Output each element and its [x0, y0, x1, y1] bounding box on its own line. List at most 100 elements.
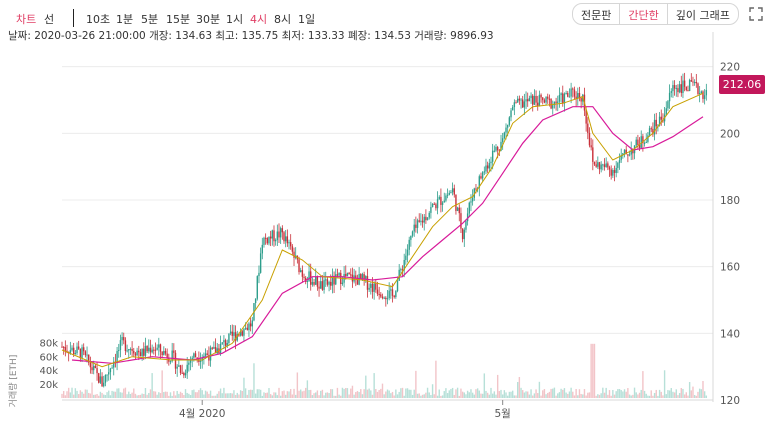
volume-bar	[209, 390, 212, 398]
volume-bar	[124, 387, 127, 398]
candle-body	[411, 231, 414, 236]
interval-1m[interactable]: 1분	[116, 13, 134, 26]
candle-body	[363, 274, 365, 279]
view-mode-depth[interactable]: 깊이 그래프	[675, 9, 730, 22]
high-label: 최고:	[215, 30, 239, 42]
interval-15m[interactable]: 15분	[166, 13, 191, 26]
volume-bar	[128, 391, 130, 398]
candle-body	[206, 353, 208, 355]
candle-body	[573, 89, 576, 97]
volume-bar	[418, 393, 420, 398]
volume-bar	[281, 391, 284, 398]
candle-body	[196, 357, 198, 359]
chart-type-line-tab[interactable]: 선	[44, 13, 55, 26]
volume-bar	[395, 389, 397, 398]
candle-body	[268, 236, 270, 244]
volume-bar	[565, 392, 567, 398]
volume-bar	[219, 388, 222, 398]
volume-tick-label: 60k	[39, 352, 58, 363]
candle-body	[199, 360, 202, 362]
volume-bar	[425, 392, 427, 398]
candle-body	[263, 237, 265, 245]
volume-bar	[194, 392, 197, 398]
volume-bar	[446, 393, 449, 398]
candle-body	[171, 350, 173, 362]
candle-body	[254, 298, 257, 304]
volume-bar	[496, 374, 499, 398]
candle-body	[475, 188, 477, 190]
volume-bar	[426, 387, 429, 398]
volume-bar	[560, 388, 562, 398]
candle-body	[405, 255, 407, 260]
volume-bar	[141, 393, 143, 398]
volume-bar	[573, 395, 576, 398]
volume-bar	[360, 389, 362, 398]
volume-bar	[138, 395, 140, 398]
volume-bar	[582, 394, 584, 398]
volume-bar	[525, 391, 527, 398]
candle-body	[568, 96, 571, 98]
volume-bar	[284, 394, 287, 398]
volume-bar	[333, 395, 335, 398]
candle-body	[163, 350, 165, 356]
view-mode-pro[interactable]: 전문판	[573, 4, 621, 24]
candle-body	[93, 365, 95, 371]
interval-8h[interactable]: 8시	[274, 13, 292, 26]
volume-bar	[266, 392, 269, 398]
candle-body	[660, 116, 662, 120]
candle-body	[249, 323, 252, 327]
volume-bar	[625, 391, 627, 398]
candle-body	[637, 139, 639, 146]
chart-type-candles-tab[interactable]: 차트	[16, 13, 37, 26]
candle-body	[331, 275, 334, 286]
volume-bar	[206, 391, 208, 398]
price-tick-label: 200	[720, 128, 740, 140]
volume-bar	[578, 389, 581, 398]
volume-bar	[398, 391, 400, 398]
candle-body	[620, 155, 622, 161]
interval-1h[interactable]: 1시	[226, 13, 244, 26]
candle-body	[688, 80, 691, 92]
candle-body	[598, 162, 601, 170]
volume-bar	[263, 392, 265, 398]
interval-10s[interactable]: 10초	[86, 13, 111, 26]
interval-4h[interactable]: 4시	[250, 13, 268, 26]
interval-5m[interactable]: 5분	[141, 13, 159, 26]
candle-body	[570, 88, 572, 97]
volume-bar	[602, 387, 604, 398]
candle-body	[612, 170, 614, 176]
candle-body	[219, 343, 222, 354]
maximize-icon[interactable]	[749, 7, 763, 21]
candle-body	[510, 110, 512, 118]
volume-bar	[383, 394, 385, 398]
volume-label: 거래량:	[414, 30, 447, 42]
time-axis: 4월 2020 5월	[179, 400, 511, 420]
price-axis: 120 140 160 180 200 220	[720, 62, 740, 407]
candle-body	[208, 354, 210, 361]
volume-bar	[657, 395, 659, 398]
candle-body	[528, 98, 531, 102]
candle-body	[96, 368, 98, 374]
volume-axis: 20k 40k 60k 80k 거래량 [ETH]	[7, 338, 58, 407]
candle-body	[158, 344, 160, 348]
candle-body	[565, 92, 567, 94]
volume-bar	[458, 395, 460, 398]
price-tick-label: 180	[720, 195, 740, 207]
candle-body	[144, 345, 147, 356]
volume-bar	[406, 388, 409, 398]
volume-bar	[548, 391, 551, 398]
candle-body	[622, 153, 624, 156]
candle-body	[680, 84, 682, 94]
interval-30m[interactable]: 30분	[196, 13, 221, 26]
volume-bar	[179, 391, 182, 398]
volume-bar	[81, 391, 83, 398]
candle-body	[508, 117, 511, 125]
candle-body	[466, 213, 469, 222]
view-mode-simple[interactable]: 간단한	[620, 4, 668, 24]
volume-bar	[226, 393, 228, 398]
interval-1d[interactable]: 1일	[298, 13, 316, 26]
candle-body	[485, 165, 487, 172]
candle-body	[223, 340, 225, 343]
volume-bar	[687, 395, 689, 398]
